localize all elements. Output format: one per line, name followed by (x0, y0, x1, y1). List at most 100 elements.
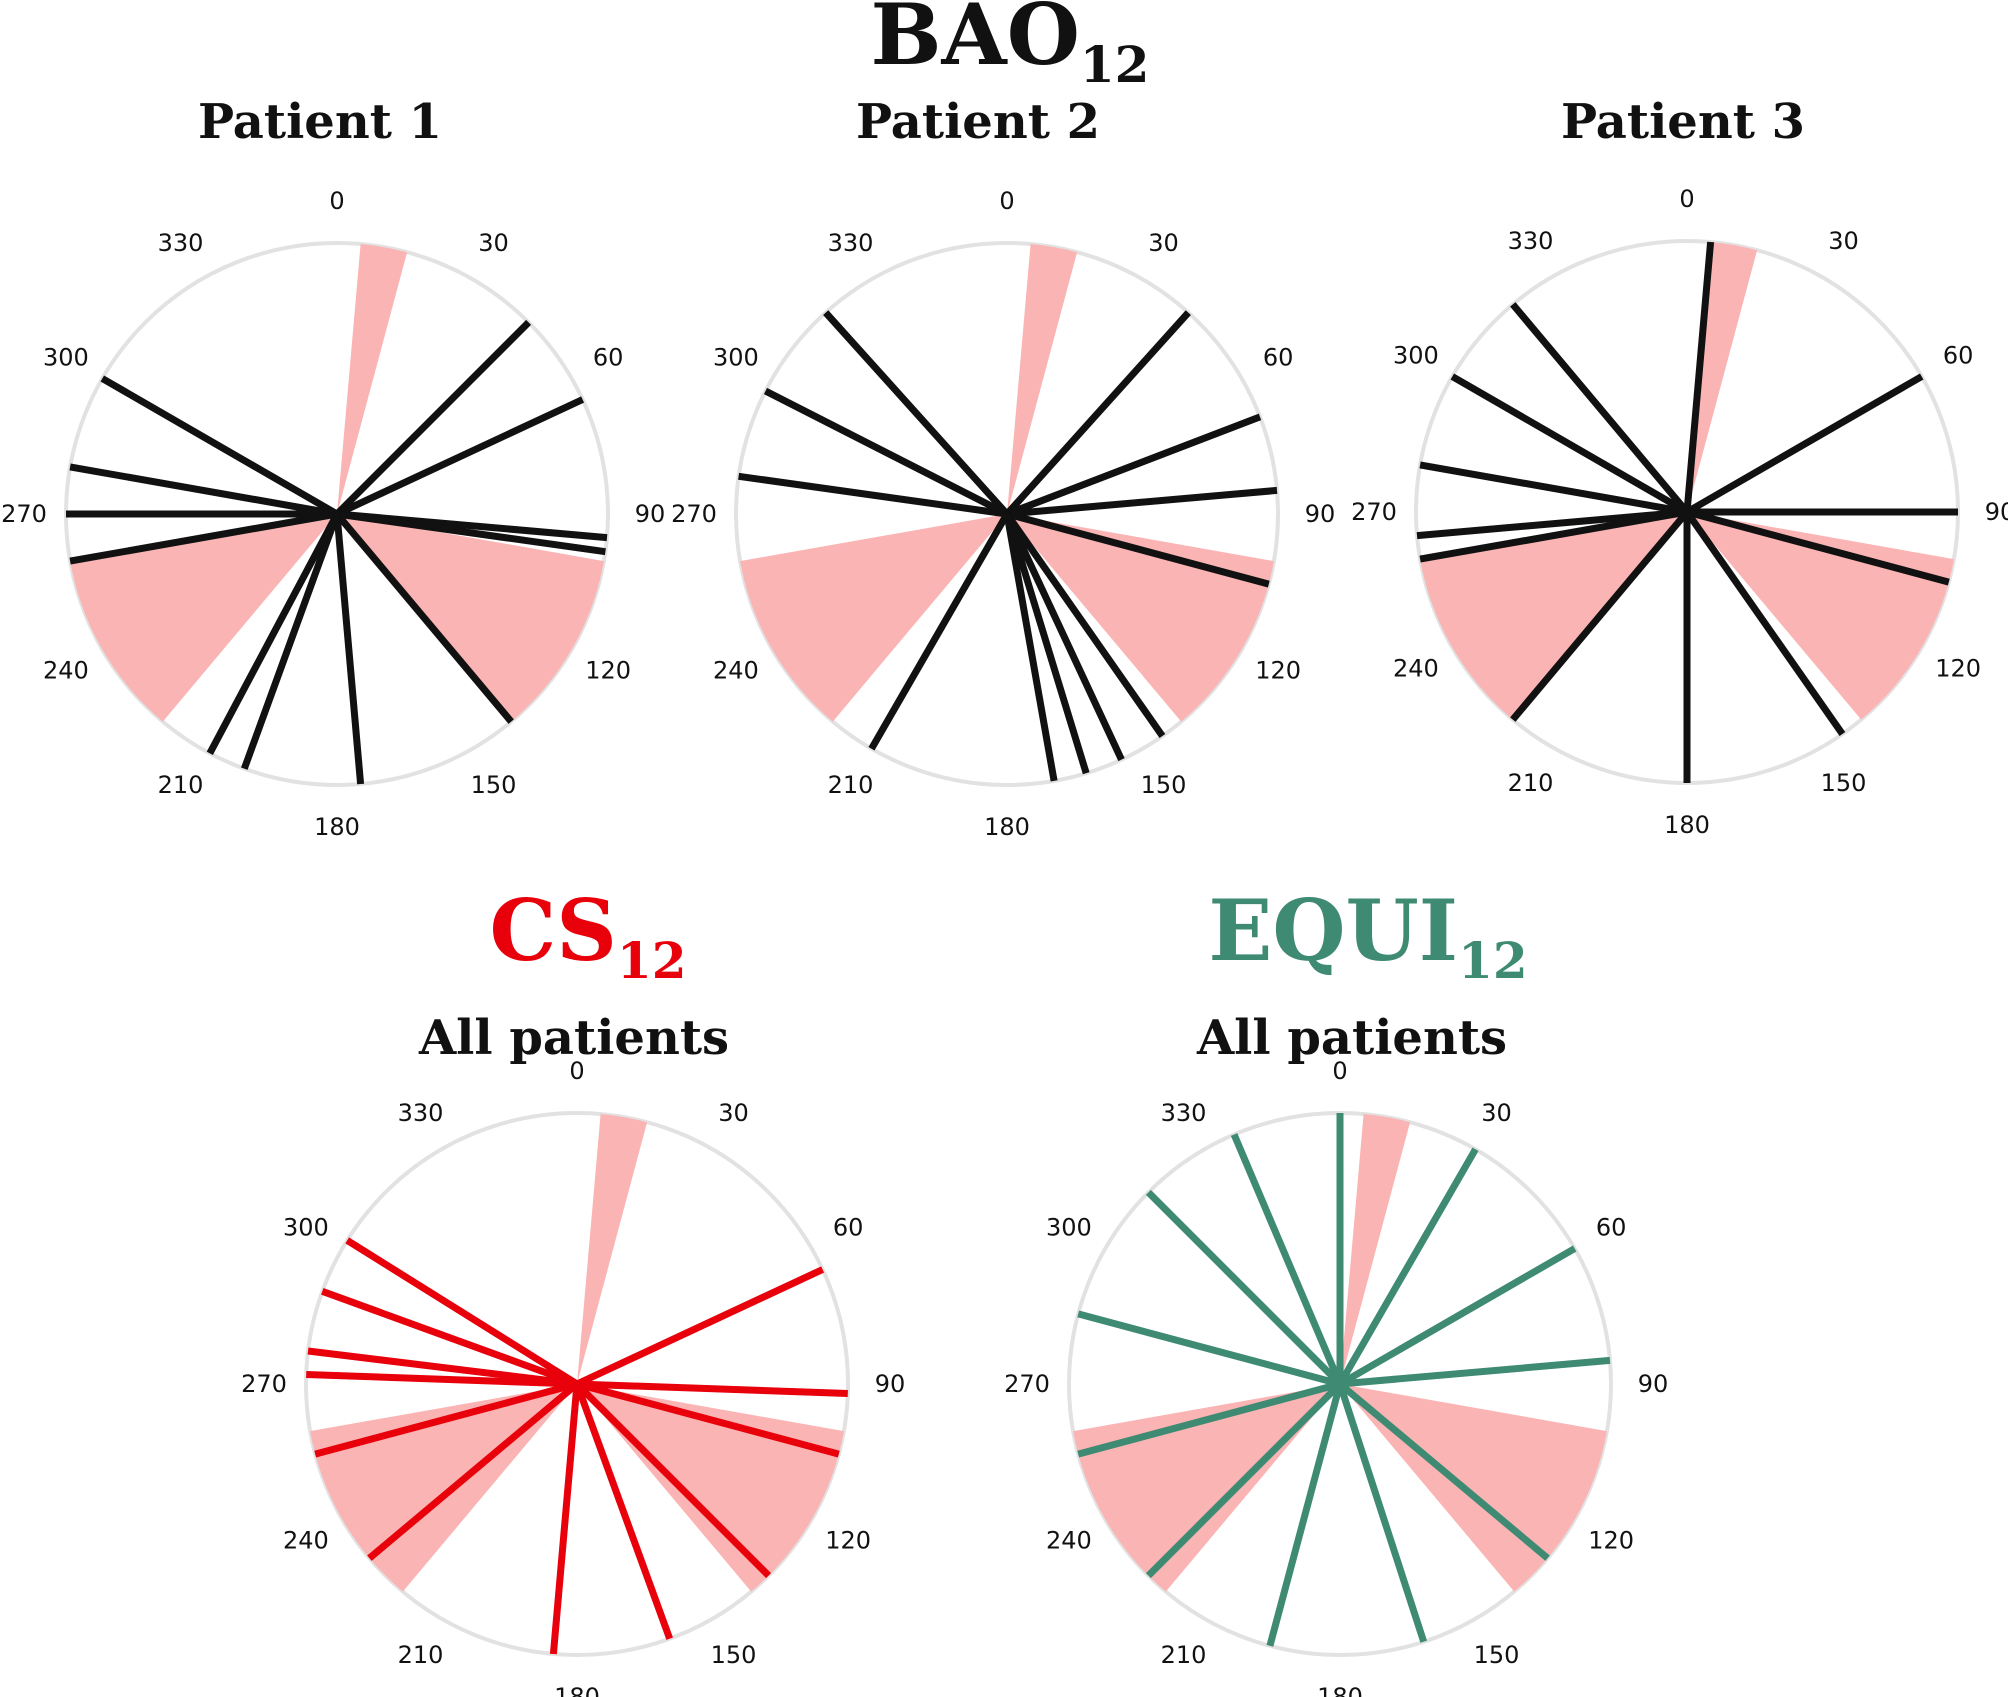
angle-label: 150 (711, 1641, 757, 1669)
beam-line (335, 396, 585, 518)
polar-plot-bao-patient-3: 0 30 60 90 120 150 180 210 240 270 300 330 (1351, 185, 2008, 839)
beam-line (333, 513, 365, 785)
angle-label: 150 (471, 771, 517, 799)
angle-label: 90 (1638, 1370, 1669, 1398)
angle-label: 120 (585, 657, 631, 685)
angle-label: 270 (1, 500, 47, 528)
avoidance-sector (740, 514, 1007, 722)
polar-plot-bao-patient-2: 0 30 60 90 120 150 180 210 240 270 300 330 (671, 187, 1335, 841)
panel-title-cs-all-patients: All patients (418, 1010, 729, 1066)
beam-line (575, 1266, 825, 1388)
angle-label: 240 (1046, 1527, 1092, 1555)
beam-line (336, 510, 606, 556)
beam-line (573, 1382, 673, 1640)
beam-line (1510, 509, 1690, 722)
beam-line (1006, 486, 1278, 518)
beam-line (1419, 461, 1688, 516)
angle-label: 210 (158, 771, 204, 799)
angle-label: 0 (569, 1057, 584, 1085)
beam-line (1419, 508, 1688, 563)
beam-line (574, 1381, 772, 1579)
angle-label: 30 (1481, 1099, 1512, 1127)
angle-label: 240 (1393, 655, 1439, 683)
beam-line (1004, 511, 1166, 739)
beam-line (1683, 241, 1715, 513)
angle-label: 180 (554, 1683, 600, 1697)
beam-line (576, 1380, 848, 1397)
equi-heading: EQUI12 (1208, 881, 1527, 990)
angle-label: 60 (1263, 344, 1294, 372)
panel-title-patient-2: Patient 2 (856, 94, 1100, 150)
angle-label: 0 (1332, 1057, 1347, 1085)
beam-line (1686, 508, 1950, 586)
avoidance-sector (1687, 242, 1758, 512)
angle-label: 270 (241, 1370, 287, 1398)
beam-line (1337, 1381, 1550, 1561)
bao-heading-main: BAO (871, 0, 1080, 84)
angle-label: 240 (713, 657, 759, 685)
angle-label: 180 (984, 813, 1030, 841)
beam-line (307, 1347, 578, 1388)
beam-line (1684, 509, 1846, 737)
beam-line (69, 510, 338, 565)
beam-line (1145, 1381, 1343, 1579)
angle-label: 300 (1046, 1214, 1092, 1242)
beam-line (1336, 1147, 1479, 1386)
angle-label: 240 (283, 1527, 329, 1555)
angle-label: 150 (1474, 1641, 1520, 1669)
beam-line (69, 463, 338, 518)
angle-label: 300 (283, 1214, 329, 1242)
equi-heading-main: EQUI (1208, 881, 1458, 980)
avoidance-sector (1420, 512, 1687, 720)
avoidance-sector (577, 1114, 648, 1384)
angle-label: 0 (329, 187, 344, 215)
beam-line (549, 1383, 581, 1655)
beam-line (314, 1380, 578, 1458)
angle-label: 30 (718, 1099, 749, 1127)
angle-label: 240 (43, 657, 89, 685)
beam-line (1336, 1382, 1428, 1643)
beam-line (1450, 373, 1689, 516)
angle-label: 120 (825, 1527, 871, 1555)
beam-line (1003, 512, 1090, 775)
beam-line (334, 511, 514, 724)
beam-line (576, 1380, 840, 1458)
beam-line (1416, 508, 1688, 540)
angle-label: 60 (833, 1214, 864, 1242)
beam-line (1003, 512, 1125, 762)
beam-line (823, 310, 1010, 517)
angle-label: 330 (158, 229, 204, 257)
beam-line (1145, 1189, 1343, 1387)
angle-label: 270 (1351, 498, 1397, 526)
angle-label: 300 (713, 344, 759, 372)
angle-label: 120 (1255, 657, 1301, 685)
polar-plot-equi-all-patients: 0 30 60 90 120 150 180 210 240 270 300 330 (1004, 1057, 1668, 1697)
angle-label: 330 (398, 1099, 444, 1127)
angle-label: 300 (43, 344, 89, 372)
angle-label: 30 (1148, 229, 1179, 257)
beam-line (241, 512, 341, 770)
cs-heading-sub: 12 (617, 931, 687, 990)
angle-label: 210 (398, 1641, 444, 1669)
polar-plot-bao-patient-1: 0 30 60 90 120 150 180 210 240 270 300 330 (1, 187, 665, 841)
angle-label: 30 (478, 229, 509, 257)
angle-label: 60 (1943, 342, 1974, 370)
angle-label: 300 (1393, 342, 1439, 370)
angle-label: 0 (999, 187, 1014, 215)
beam-line (367, 1381, 580, 1561)
angle-label: 150 (1141, 771, 1187, 799)
beam-line (1003, 513, 1058, 782)
beam-line (1266, 1383, 1344, 1647)
avoidance-sector (70, 514, 337, 722)
polar-plot-cs-all-patients: 0 30 60 90 120 150 180 210 240 270 300 330 (241, 1057, 905, 1697)
cs-heading: CS12 (489, 881, 686, 990)
angle-label: 180 (1317, 1683, 1363, 1697)
equi-heading-sub: 12 (1458, 931, 1528, 990)
angle-label: 210 (828, 771, 874, 799)
angle-label: 120 (1935, 655, 1981, 683)
beam-line (763, 387, 1009, 518)
angle-label: 330 (828, 229, 874, 257)
beam-line (1230, 1133, 1344, 1386)
beam-line (321, 1288, 579, 1388)
angle-label: 90 (1305, 500, 1336, 528)
